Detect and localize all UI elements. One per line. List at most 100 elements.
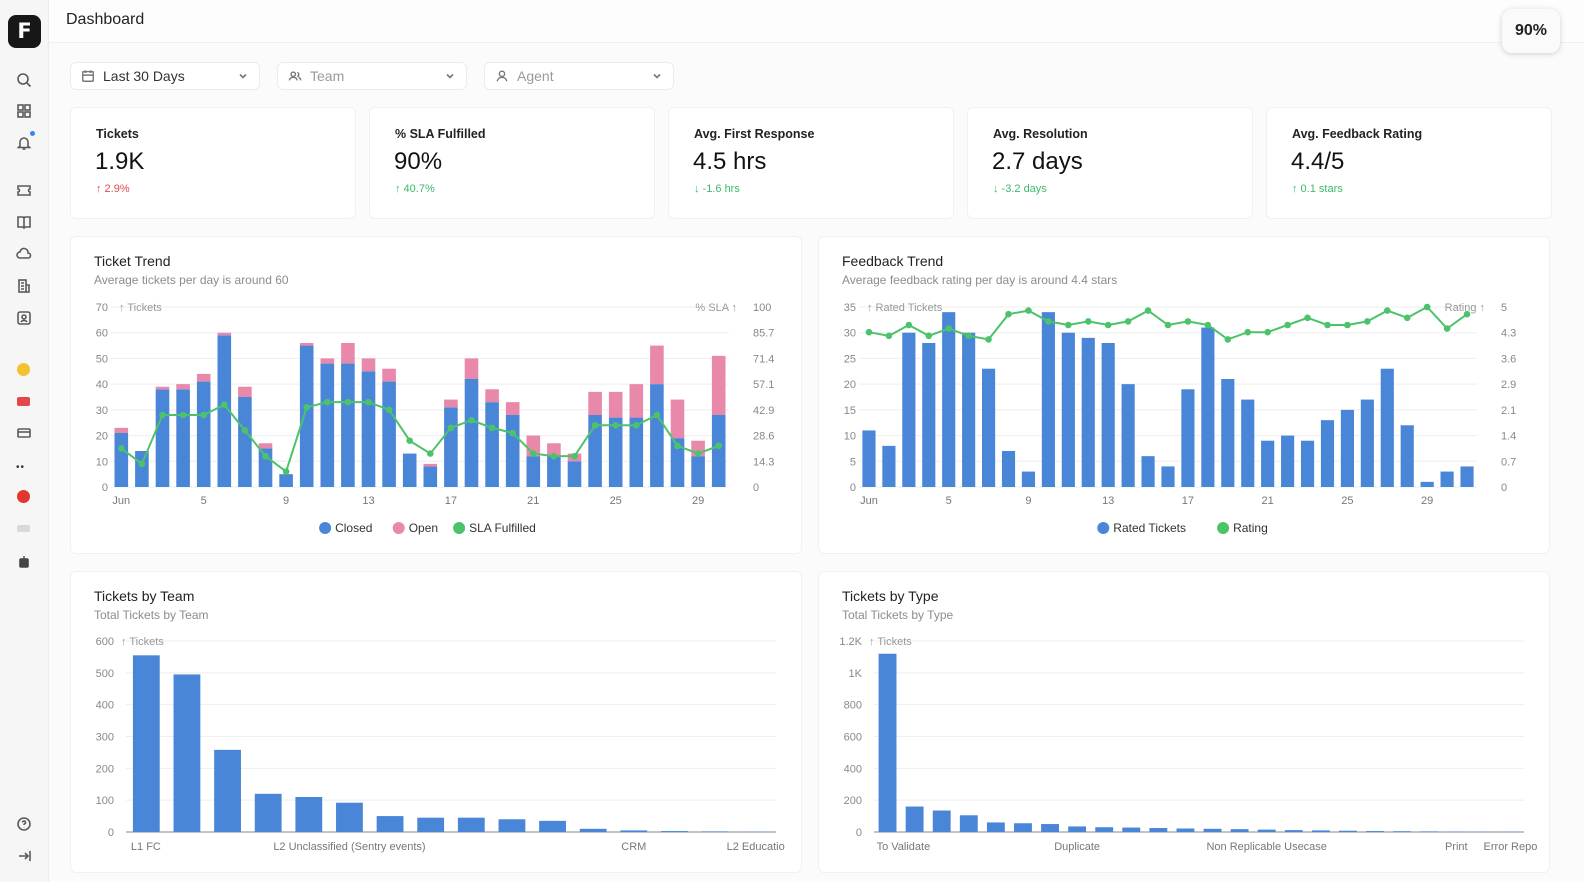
chevron-down-icon xyxy=(239,73,247,79)
y-tick-label: 10 xyxy=(844,431,856,443)
line-point xyxy=(885,332,893,340)
line-point xyxy=(159,411,166,419)
smiley-app-icon[interactable] xyxy=(17,363,30,376)
ticket-icon[interactable] xyxy=(14,180,34,200)
y2-tick-label: 14.3 xyxy=(753,456,774,468)
agent-filter[interactable]: Agent xyxy=(484,62,674,90)
bar-open xyxy=(320,358,335,364)
building-icon[interactable] xyxy=(14,276,34,296)
bar-open xyxy=(505,402,520,415)
bar-rated-tickets xyxy=(1161,466,1175,487)
line-point xyxy=(488,424,496,432)
line-point xyxy=(865,328,873,336)
line-point xyxy=(1084,318,1092,325)
book-icon[interactable] xyxy=(14,212,34,232)
bar-open xyxy=(196,373,211,382)
bell-icon[interactable] xyxy=(14,133,34,153)
kpi-delta: ↑ 0.1 stars xyxy=(1292,183,1343,195)
ticket-trend-chart: 0 10 20 30 40 50 60 70 0 14.3 28.6 42.9 57.1 71.4 85.7… xyxy=(96,302,775,535)
feedback-trend-card: Feedback Trend Average feedback rating p… xyxy=(818,236,1550,554)
cloud-icon[interactable] xyxy=(14,244,34,264)
tickets-by-team-chart: 0 100 200 300 400 500 600 ↑ Tickets L1 FC L2 Uncl… xyxy=(96,636,785,853)
y-axis-label: ↑ Tickets xyxy=(869,636,912,648)
kpi-title: Avg. First Response xyxy=(694,127,815,141)
line-point xyxy=(1184,318,1192,325)
bar-rated-tickets xyxy=(1261,440,1275,487)
legend-swatch xyxy=(319,522,332,534)
y2-tick-label: 85.7 xyxy=(753,328,774,340)
y2-tick-label: 2.9 xyxy=(1501,379,1516,391)
line-point xyxy=(550,452,558,460)
bar-open xyxy=(588,391,602,415)
bar-open xyxy=(176,384,190,390)
line-point xyxy=(591,421,599,429)
bar-rated-tickets xyxy=(1181,389,1195,487)
bar-closed xyxy=(588,415,602,487)
x-tick-label: 13 xyxy=(362,495,374,507)
line-point xyxy=(653,411,661,419)
kpi-title: Avg. Feedback Rating xyxy=(1292,127,1423,141)
bar-closed xyxy=(114,433,129,487)
team-filter[interactable]: Team xyxy=(277,62,467,90)
y2-tick-label: 0.7 xyxy=(1501,456,1516,468)
line-point xyxy=(1364,318,1371,325)
y-tick-label: 60 xyxy=(96,328,108,340)
page-title: Dashboard xyxy=(66,11,145,28)
zoom-level-indicator[interactable]: 90% xyxy=(1502,9,1560,53)
kpi-value: 2.7 days xyxy=(992,148,1083,175)
x-tick-label: 21 xyxy=(527,495,539,507)
bar-rated-tickets xyxy=(1141,456,1155,487)
red-circle-app-icon[interactable] xyxy=(17,490,30,503)
contact-icon[interactable] xyxy=(14,308,34,328)
bar-open xyxy=(155,386,170,390)
legend-label: Closed xyxy=(335,521,372,535)
bar-rated-tickets xyxy=(882,445,896,487)
app-logo[interactable]: F xyxy=(8,15,41,48)
logout-icon[interactable] xyxy=(14,846,34,866)
y-tick-label: 0 xyxy=(856,827,862,839)
bar-open xyxy=(238,386,252,397)
chart-title: Feedback Trend xyxy=(842,253,944,269)
bar-open xyxy=(299,343,314,346)
card-icon[interactable] xyxy=(14,423,34,443)
gray-app-icon[interactable] xyxy=(17,525,30,532)
bar xyxy=(214,749,241,832)
x-tick-label: 29 xyxy=(692,495,704,507)
y-tick-label: 200 xyxy=(844,795,862,807)
dots-app-icon[interactable]: •• xyxy=(16,462,26,473)
bar xyxy=(1284,830,1303,832)
y-tick-label: 0 xyxy=(850,482,856,494)
date-range-filter[interactable]: Last 30 Days xyxy=(70,62,260,90)
search-icon[interactable] xyxy=(14,70,34,90)
line-point xyxy=(965,332,972,340)
x-tick-label: 9 xyxy=(1025,495,1031,507)
line-point xyxy=(1124,318,1132,325)
help-icon[interactable] xyxy=(14,814,34,834)
y2-tick-label: 2.1 xyxy=(1501,405,1516,417)
bar xyxy=(1014,823,1032,832)
y-tick-label: 25 xyxy=(844,353,856,365)
bar-closed xyxy=(629,417,644,487)
grid-icon[interactable] xyxy=(14,101,34,121)
line-sla-fulfilled xyxy=(120,401,720,474)
bar-closed xyxy=(464,379,479,487)
bar-open xyxy=(670,399,685,439)
bar-closed xyxy=(423,466,438,487)
y2-tick-label: 1.4 xyxy=(1501,431,1516,443)
line-point xyxy=(985,336,992,343)
x-tick-label: 25 xyxy=(610,495,622,507)
red-app-icon[interactable] xyxy=(17,397,30,406)
line-point xyxy=(221,401,228,409)
bar-open xyxy=(608,391,623,418)
line-point xyxy=(633,421,640,429)
users-icon xyxy=(288,71,302,81)
legend-label: Rated Tickets xyxy=(1113,521,1186,535)
bar-rated-tickets xyxy=(1241,399,1255,487)
line-point xyxy=(1264,328,1271,336)
bar xyxy=(579,828,607,832)
bar-closed xyxy=(711,415,726,487)
team-filter-label: Team xyxy=(310,68,345,84)
y-tick-label: 40 xyxy=(96,379,108,391)
x-tick-label: To Validate xyxy=(877,841,931,853)
robot-icon[interactable] xyxy=(14,551,34,571)
